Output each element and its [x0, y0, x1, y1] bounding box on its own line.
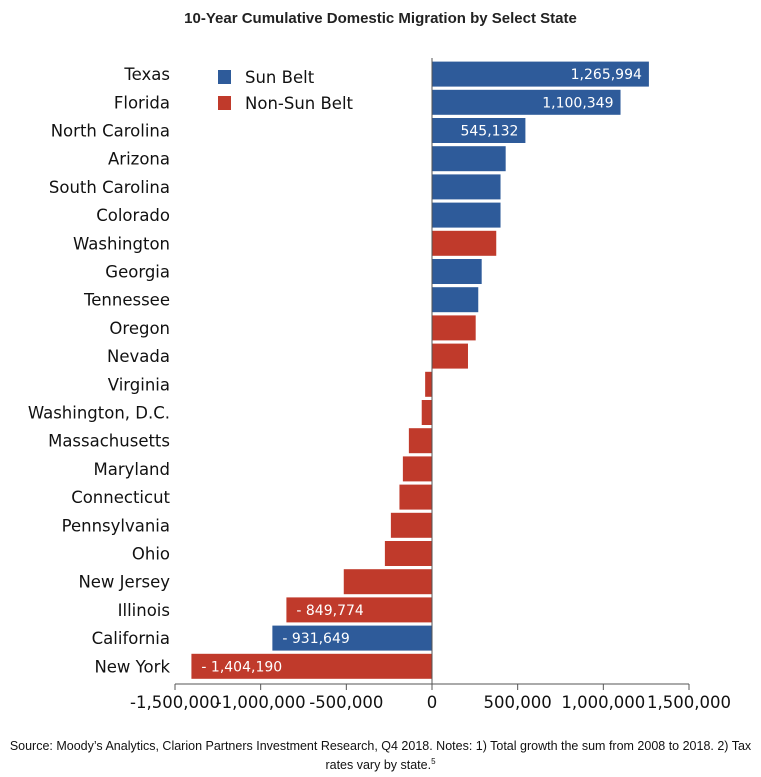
- category-label: Tennessee: [83, 291, 170, 310]
- data-label: - 1,404,190: [201, 659, 282, 675]
- x-tick-label: 1,500,000: [647, 693, 731, 712]
- bar: [432, 202, 501, 228]
- bar: [432, 343, 468, 369]
- bar: [432, 287, 479, 313]
- legend-label: Non-Sun Belt: [245, 94, 354, 113]
- data-label: 1,100,349: [542, 95, 613, 111]
- legend-label: Sun Belt: [245, 68, 315, 87]
- data-label: 1,265,994: [571, 67, 642, 83]
- category-label: California: [92, 629, 170, 648]
- bar: [432, 230, 497, 256]
- bar: [432, 315, 476, 341]
- category-label: Colorado: [96, 206, 170, 225]
- legend: Sun Belt Non-Sun Belt: [218, 68, 354, 113]
- category-label: New Jersey: [78, 573, 170, 592]
- bar: [408, 428, 432, 454]
- bar: [343, 569, 432, 595]
- category-label: Nevada: [107, 347, 170, 366]
- legend-swatch: [218, 70, 231, 84]
- bar: [432, 174, 501, 200]
- category-label: North Carolina: [51, 122, 170, 141]
- x-tick-label: 0: [427, 693, 438, 712]
- bar: [272, 625, 432, 651]
- category-label: Maryland: [93, 460, 170, 479]
- category-label: Illinois: [118, 601, 170, 620]
- source-text: Source: Moody’s Analytics, Clarion Partn…: [9, 739, 752, 773]
- category-label: Texas: [123, 65, 170, 84]
- bar: [432, 118, 526, 143]
- category-labels: Texas Florida North Carolina Arizona South C…: [28, 65, 171, 676]
- bar: [432, 89, 621, 115]
- category-label: South Carolina: [49, 178, 170, 197]
- category-label: Arizona: [108, 150, 170, 169]
- bar: [399, 484, 432, 510]
- category-label: Georgia: [105, 263, 170, 282]
- bar: [384, 541, 432, 566]
- bars-layer: 1,265,994 1,100,349 545,132 - 849,774 - 931,…: [191, 61, 649, 679]
- category-label: New York: [94, 657, 170, 676]
- category-label: Virginia: [108, 375, 170, 394]
- x-tick-label: 1,000,000: [561, 693, 645, 712]
- x-tick-label: 500,000: [484, 693, 552, 712]
- bar: [286, 597, 432, 623]
- bar: [432, 146, 506, 172]
- bar: [421, 400, 432, 425]
- category-label: Ohio: [132, 545, 170, 564]
- category-label: Washington, D.C.: [28, 404, 170, 423]
- bar: [191, 653, 432, 679]
- category-label: Pennsylvania: [62, 516, 170, 535]
- data-label: - 931,649: [282, 631, 349, 647]
- category-label: Massachusetts: [48, 432, 170, 451]
- bar: [390, 512, 432, 538]
- x-tick-label: -1,000,000: [216, 693, 306, 712]
- bar: [432, 259, 482, 284]
- x-tick-label: -500,000: [309, 693, 383, 712]
- category-label: Washington: [73, 234, 170, 253]
- data-label: - 849,774: [296, 603, 363, 619]
- bar: [402, 456, 432, 482]
- source-note: Source: Moody’s Analytics, Clarion Partn…: [0, 738, 761, 773]
- bar: [425, 371, 432, 397]
- x-tick-label: -1,500,000: [130, 693, 220, 712]
- data-label: 545,132: [460, 124, 518, 140]
- chart-title: 10-Year Cumulative Domestic Migration by…: [184, 10, 577, 27]
- category-label: Connecticut: [71, 488, 170, 507]
- bar: [432, 61, 649, 87]
- x-axis: -1,500,000-1,000,000 -500,000 0 500,000 1,00…: [130, 58, 731, 712]
- category-label: Florida: [114, 93, 170, 112]
- category-label: Oregon: [109, 319, 170, 338]
- source-footnote-marker: 5: [431, 757, 436, 766]
- legend-swatch: [218, 96, 231, 110]
